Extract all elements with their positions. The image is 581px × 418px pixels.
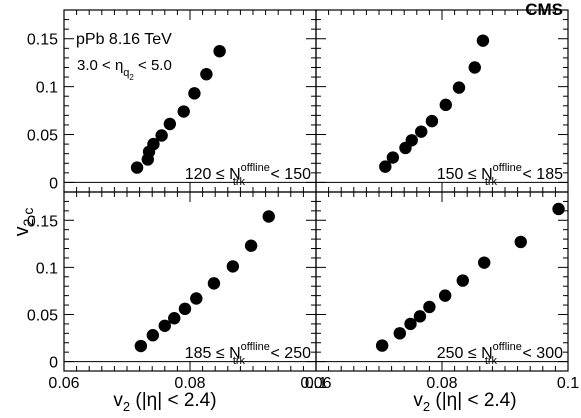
data-point	[468, 61, 481, 74]
y-axis-label-main: v	[11, 226, 33, 236]
y-axis-label: v2,c	[11, 208, 36, 237]
data-point	[476, 34, 490, 47]
y-tick-label: 0.1	[36, 80, 58, 97]
data-point	[456, 274, 469, 287]
x-axis-label-right: v2 (|η| < 2.4)	[413, 390, 516, 413]
multiplicity-label-sup: offline	[241, 341, 270, 353]
x-tick-label: 0.08	[174, 375, 205, 392]
multiplicity-label-lo: 150 ≤ N	[437, 166, 493, 183]
data-point	[379, 160, 392, 173]
x-axis-label-rest-2: (|η| < 2.4)	[430, 390, 516, 411]
data-point	[415, 125, 428, 138]
data-point	[393, 327, 406, 340]
data-point	[207, 277, 221, 290]
data-point	[168, 312, 181, 325]
data-point	[425, 114, 439, 128]
system-annotation: pPb 8.16 TeV 3.0 < ηq2 < 5.0	[76, 31, 172, 82]
data-point	[147, 137, 160, 151]
y-tick-label: 0	[49, 355, 58, 372]
x-axis-label-sub-2: 2	[423, 399, 430, 413]
data-point	[375, 339, 389, 352]
data-point	[178, 302, 192, 316]
eta-range-subsub: 2	[129, 73, 134, 82]
y-axis-label-sub: 2,c	[20, 208, 36, 227]
data-point	[386, 151, 400, 164]
y-tick-label: 0.15	[27, 32, 58, 49]
multiplicity-label: 150 ≤ Noffline trk < 185	[437, 162, 563, 188]
multiplicity-label-hi: < 185	[518, 166, 563, 183]
data-point	[200, 67, 213, 81]
y-tick-label: 0.15	[27, 213, 58, 230]
multiplicity-label-lo: 250 ≤ N	[437, 345, 493, 362]
data-point	[438, 289, 452, 302]
multiplicity-label: 185 ≤ Noffline trk < 250	[185, 341, 311, 367]
multiplicity-label-hi: < 300	[518, 345, 563, 362]
x-axis-label-left: v2 (|η| < 2.4)	[113, 390, 216, 413]
x-axis-label-sub: 2	[123, 399, 130, 413]
panel-2: 150 ≤ Noffline trk < 185	[315, 9, 569, 193]
x-tick-label: 0.06	[300, 375, 331, 392]
multiplicity-label-sup: offline	[493, 341, 522, 353]
data-point	[155, 129, 168, 142]
multiplicity-label-sub: trk	[485, 355, 498, 367]
x-tick-label: 0.1	[557, 375, 579, 392]
panel-4: 0.06 0.08 0.1 250 ≤ Noffline trk < 300	[300, 191, 579, 392]
x-axis-label-rest: (|η| < 2.4)	[130, 390, 216, 411]
data-point	[452, 81, 466, 94]
multiplicity-label-sup: offline	[241, 162, 270, 174]
data-point	[226, 260, 240, 273]
data-point	[552, 202, 565, 216]
y-tick-label: 0.05	[27, 307, 58, 324]
multiplicity-label-hi: < 150	[266, 166, 311, 183]
data-point	[244, 239, 258, 252]
panel-3: 0 0.05 0.1 0.15 0.06 0.08 0.1 185 ≤ Noffline trk…	[27, 191, 327, 392]
data-point	[158, 319, 171, 332]
data-point	[405, 134, 418, 147]
data-point	[478, 256, 491, 269]
data-point	[190, 292, 203, 305]
multiplicity-label-sub: trk	[233, 355, 246, 367]
x-axis-label-main-2: v	[413, 390, 423, 411]
data-point	[404, 317, 417, 331]
system-label: pPb 8.16 TeV	[76, 31, 172, 48]
multiplicity-label-sub: trk	[233, 176, 246, 188]
data-point	[262, 210, 275, 223]
data-point	[130, 161, 144, 174]
x-tick-label: 0.1	[305, 375, 327, 392]
data-point	[188, 87, 201, 100]
eta-range-lo: 3.0 < η	[77, 57, 123, 74]
multiplicity-label: 120 ≤ Noffline trk < 150	[185, 162, 311, 188]
multiplicity-label-hi: < 250	[266, 345, 311, 362]
eta-range-label: 3.0 < ηq2 < 5.0	[77, 57, 172, 82]
data-point	[163, 117, 177, 131]
data-point	[146, 329, 160, 342]
data-point	[213, 44, 226, 58]
y-tick-label: 0.05	[27, 128, 58, 145]
multiplicity-label-sub: trk	[485, 176, 498, 188]
eta-range-hi: < 5.0	[134, 57, 172, 74]
x-tick-label: 0.06	[48, 375, 79, 392]
panel-1: 0 0.05 0.1 0.15 120 ≤ Noffline trk < 150	[27, 9, 317, 193]
eta-range-sub: q	[123, 67, 129, 79]
data-point	[423, 300, 436, 314]
data-point	[134, 339, 148, 353]
data-point	[439, 98, 452, 112]
multiplicity-label-lo: 120 ≤ N	[185, 166, 241, 183]
y-tick-label: 0.1	[36, 260, 58, 277]
multiplicity-label-sup: offline	[493, 162, 522, 174]
multiplicity-label-lo: 185 ≤ N	[185, 345, 241, 362]
data-point	[413, 310, 427, 323]
data-point	[177, 105, 190, 118]
data-point	[514, 235, 527, 249]
y-tick-label: 0	[49, 175, 58, 192]
x-tick-label: 0.08	[426, 375, 457, 392]
multiplicity-label: 250 ≤ Noffline trk < 300	[437, 341, 563, 367]
x-axis-label-main: v	[113, 390, 123, 411]
